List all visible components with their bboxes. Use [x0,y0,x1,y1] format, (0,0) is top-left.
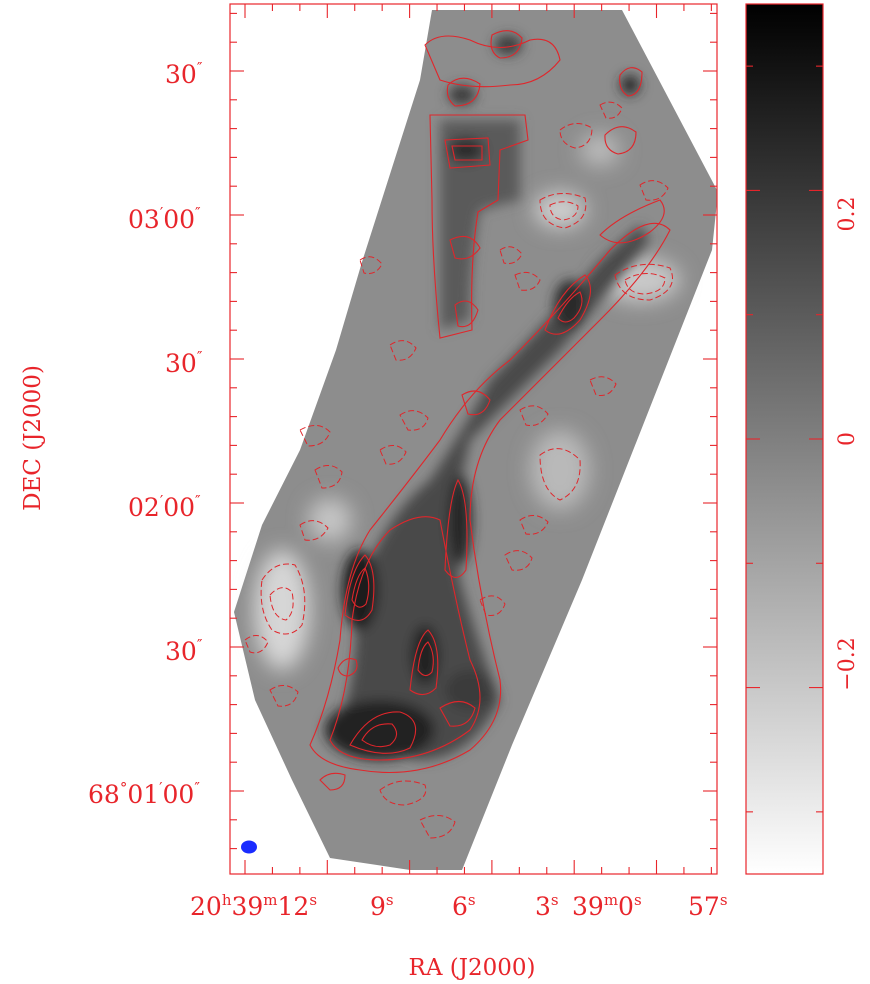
x-tick-label-4: 39m0s [572,891,642,921]
beam-ellipse [241,840,257,854]
y-tick-label-2: 02′00″ [128,492,201,522]
colorbar-label-pos: 0.2 [835,197,860,232]
y-tick-labels: 68°01′00″ 30″ 02′00″ 30″ 03′00″ 30″ [88,59,203,809]
y-tick-label-5: 30″ [165,59,203,89]
dark-filament [325,35,650,760]
y-tick-label-1: 30″ [165,636,203,666]
intensity-map [234,10,717,870]
y-axis-label: DEC (J2000) [20,365,46,511]
x-tick-label-0: 20h39m12s [190,891,317,921]
y-tick-label-3: 30″ [165,348,203,378]
x-tick-labels: 20h39m12s 9s 6s 3s 39m0s 57s [190,891,728,921]
positive-contours [309,30,671,791]
y-tick-label-4: 03′00″ [128,204,201,234]
x-tick-label-5: 57s [688,891,728,921]
negative-contours [244,101,673,839]
colorbar-label-zero: 0 [835,432,860,446]
y-tick-label-0: 68°01′00″ [88,779,200,809]
x-tick-label-1: 9s [370,891,394,921]
x-tick-label-3: 3s [535,891,559,921]
map-frame [229,3,718,875]
x-axis-label: RA (J2000) [409,955,536,981]
colorbar-tick-labels: −0.2 0 0.2 [835,197,860,691]
colorbar-label-neg: −0.2 [835,637,860,690]
x-tick-label-2: 6s [452,891,476,921]
colorbar-ticks [746,65,823,813]
light-patches [254,134,680,670]
map-ticks [230,4,717,874]
